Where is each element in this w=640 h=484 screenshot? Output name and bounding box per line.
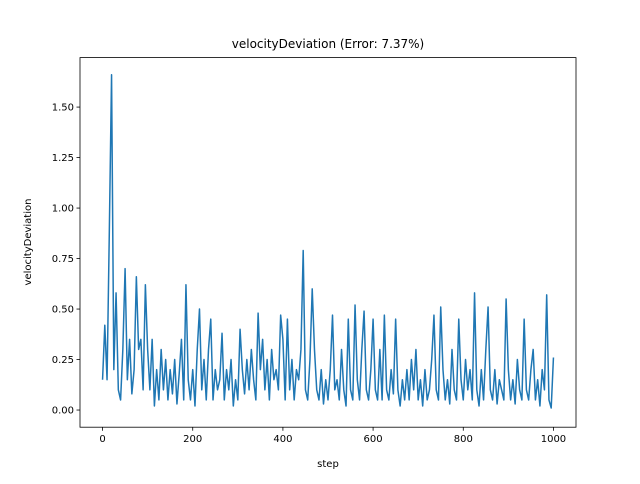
y-tick-label: 0.00 — [52, 406, 74, 417]
data-line — [101, 74, 555, 409]
y-tick-label: 0.75 — [52, 254, 74, 265]
y-tick-label: 0.25 — [52, 355, 74, 366]
x-tick-label: 400 — [273, 434, 292, 445]
y-tick-label: 1.25 — [52, 153, 74, 164]
x-tick-label: 600 — [364, 434, 383, 445]
x-axis-label: step — [317, 459, 339, 470]
y-tick-label: 0.50 — [52, 305, 74, 316]
y-tick-label: 1.50 — [52, 103, 74, 114]
y-tick-label: 1.00 — [52, 204, 74, 215]
x-tick-label: 800 — [454, 434, 473, 445]
x-tick-label: 200 — [183, 434, 202, 445]
x-tick-label: 1000 — [541, 434, 566, 445]
x-tick-label: 0 — [99, 434, 105, 445]
plot-frame — [79, 57, 577, 428]
y-axis-label: velocityDeviation — [23, 199, 34, 286]
chart-title: velocityDeviation (Error: 7.37%) — [232, 37, 425, 51]
